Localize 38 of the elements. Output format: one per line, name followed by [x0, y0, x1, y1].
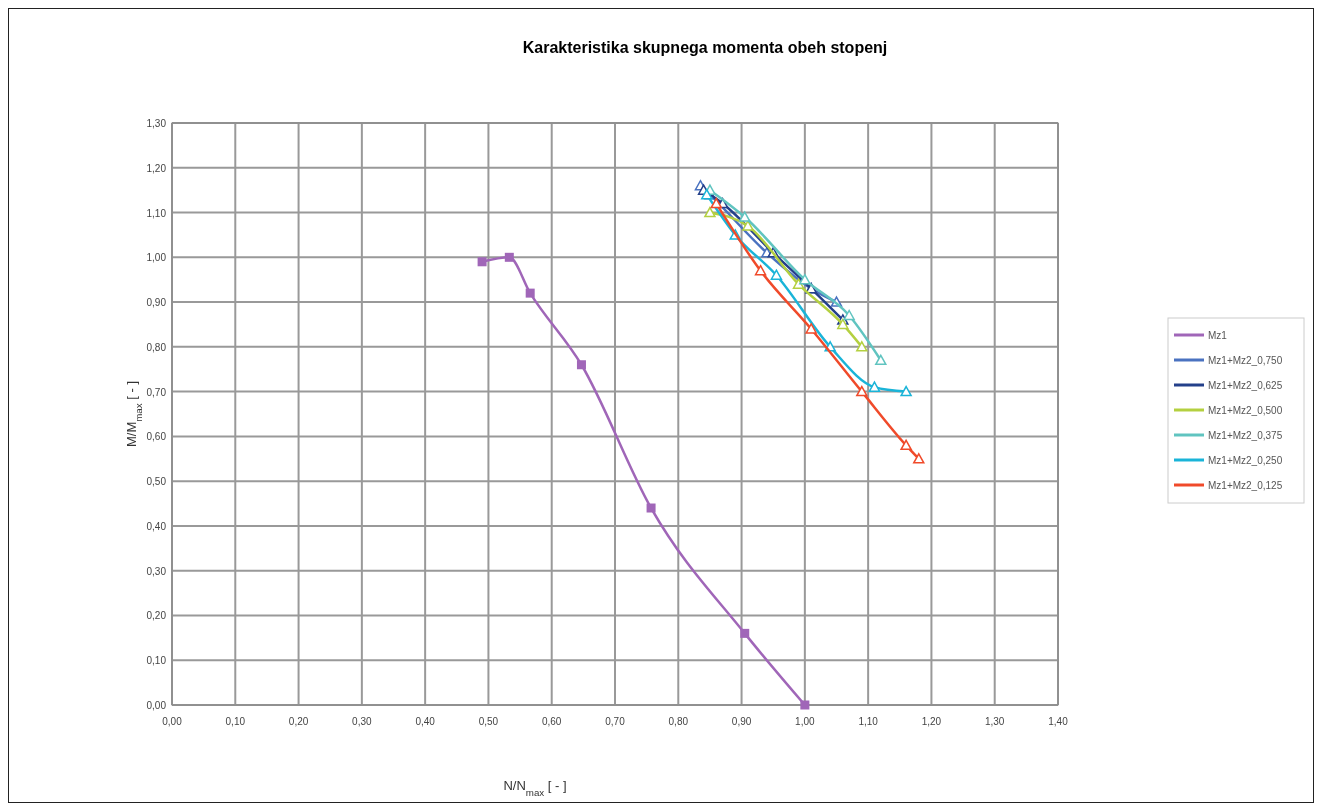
x-tick-label: 0,00 [162, 716, 183, 727]
x-tick-label: 1,40 [1048, 716, 1069, 727]
y-tick-label: 1,30 [146, 118, 167, 129]
x-axis-title: N/N$_{max}$ [ - ] [503, 778, 567, 798]
x-tick-label: 0,80 [668, 716, 689, 727]
x-tick-label: 0,20 [288, 716, 309, 727]
y-tick-label: 0,90 [146, 297, 167, 309]
y-tick-label: 0,30 [146, 565, 167, 577]
x-tick-label: 1,30 [984, 716, 1005, 727]
legend-label: Mz1+Mz2_0,500 [1208, 405, 1283, 416]
y-tick-label: 1,00 [146, 252, 167, 264]
x-tick-label: 0,90 [731, 716, 752, 727]
y-tick-label: 0,20 [146, 610, 167, 622]
legend-label: Mz1+Mz2_0,250 [1208, 455, 1283, 466]
y-tick-label: 0,70 [146, 386, 167, 398]
legend-label: Mz1 [1208, 330, 1228, 341]
legend-label: Mz1+Mz2_0,625 [1208, 380, 1283, 391]
legend-label: Mz1+Mz2_0,375 [1208, 430, 1283, 441]
x-tick-label: 0,30 [352, 716, 373, 727]
legend-label: Mz1+Mz2_0,750 [1208, 355, 1283, 366]
y-tick-label: 1,20 [146, 162, 167, 174]
x-tick-label: 0,60 [541, 716, 562, 727]
x-tick-label: 1,20 [921, 716, 942, 727]
x-tick-label: 0,50 [478, 716, 499, 727]
y-tick-label: 0,60 [146, 431, 167, 443]
y-tick-label: 0,80 [146, 341, 167, 353]
x-tick-label: 1,00 [795, 716, 816, 727]
x-tick-label: 0,10 [225, 716, 246, 727]
y-tick-label: 1,10 [146, 207, 167, 219]
x-tick-label: 0,40 [415, 716, 436, 727]
x-tick-label: 0,70 [605, 716, 626, 727]
y-tick-label: 0,50 [146, 476, 167, 488]
x-tick-label: 1,10 [858, 716, 879, 727]
y-tick-label: 0,40 [146, 520, 167, 532]
chart-title: Karakteristika skupnega momenta obeh stopenj [522, 39, 888, 56]
y-tick-label: 0,10 [146, 655, 167, 667]
y-tick-label: 0,00 [146, 700, 167, 711]
legend-label: Mz1+Mz2_0,125 [1208, 480, 1283, 491]
